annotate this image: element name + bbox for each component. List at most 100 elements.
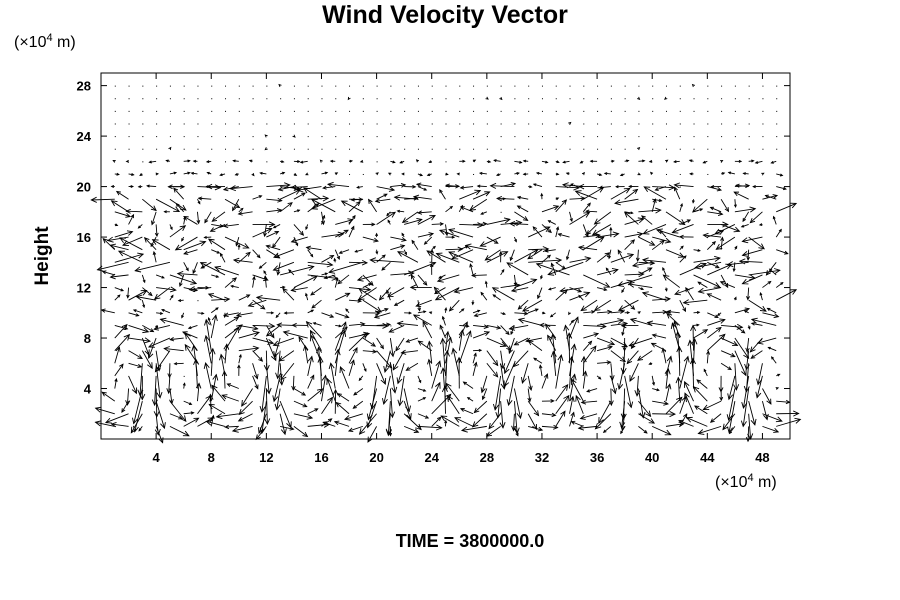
wind-vector [445, 172, 449, 176]
wind-vector [514, 278, 538, 288]
wind-vector [577, 424, 598, 431]
wind-vector [748, 159, 755, 163]
wind-vector [349, 85, 351, 87]
wind-vector [280, 185, 301, 191]
wind-vector [210, 414, 215, 427]
wind-vector [210, 314, 218, 339]
wind-vector [776, 202, 798, 213]
wind-vector [593, 211, 612, 225]
wind-vector [734, 85, 736, 87]
wind-vector [555, 354, 564, 389]
wind-vector [403, 388, 412, 413]
wind-vector [417, 215, 436, 225]
wind-vector [128, 337, 152, 344]
wind-vector [492, 294, 501, 301]
wind-vector [263, 350, 270, 372]
wind-vector [555, 394, 570, 415]
wind-vector [638, 267, 653, 276]
wind-vector [128, 110, 130, 112]
wind-vector [132, 309, 143, 314]
wind-vector [183, 98, 185, 100]
wind-vector [583, 98, 585, 100]
wind-vector [617, 249, 626, 263]
wind-vector [192, 159, 198, 163]
wind-vector [720, 224, 741, 233]
wind-vector [211, 274, 220, 278]
wind-vector [114, 324, 129, 331]
wind-vector [726, 388, 736, 422]
wind-vector [589, 159, 598, 163]
wind-vector [321, 110, 323, 112]
wind-vector [445, 161, 447, 163]
wind-vector [444, 307, 448, 313]
wind-vector [583, 332, 600, 339]
wind-vector [665, 383, 672, 402]
wind-vector [252, 221, 276, 228]
wind-vector [417, 148, 419, 150]
wind-vector [335, 148, 337, 150]
wind-vector [492, 375, 502, 411]
wind-vector [156, 98, 158, 100]
wind-vector [385, 401, 392, 436]
wind-vector [734, 183, 749, 188]
wind-vector [637, 350, 653, 361]
wind-vector [296, 186, 322, 193]
wind-vector [209, 347, 216, 376]
wind-vector [440, 415, 460, 427]
wind-vector [445, 98, 447, 100]
wind-vector [707, 136, 709, 138]
wind-vector [762, 425, 780, 433]
wind-vector [707, 263, 733, 276]
wind-vector [608, 388, 614, 407]
wind-vector [565, 172, 570, 176]
wind-vector [238, 400, 253, 416]
wind-vector [638, 110, 640, 112]
wind-vector [390, 183, 407, 188]
wind-vector [152, 250, 157, 263]
wind-vector [169, 400, 187, 423]
wind-vector [707, 85, 709, 87]
arrow-group [90, 83, 802, 444]
wind-vector [252, 123, 254, 125]
wind-vector [376, 193, 388, 200]
wind-vector [721, 148, 723, 150]
wind-vector [293, 192, 306, 200]
wind-vector [664, 287, 668, 292]
wind-vector [362, 98, 364, 100]
wind-vector [280, 110, 282, 112]
wind-vector [528, 85, 530, 87]
wind-vector [321, 255, 335, 263]
wind-vector [734, 245, 738, 250]
wind-vector [544, 249, 556, 253]
wind-vector [652, 400, 669, 406]
wind-vector [480, 211, 488, 215]
wind-vector [707, 123, 709, 125]
wind-vector [328, 362, 336, 389]
wind-vector [417, 413, 430, 419]
wind-vector [259, 401, 267, 435]
wind-vector [459, 189, 482, 200]
wind-vector [638, 123, 640, 125]
wind-vector [335, 324, 342, 328]
wind-vector [750, 317, 777, 326]
wind-vector [252, 375, 259, 390]
wind-vector [575, 394, 584, 414]
wind-vector [348, 321, 366, 327]
wind-vector [125, 159, 130, 163]
wind-vector [707, 110, 709, 112]
wind-vector [472, 331, 491, 339]
wind-vector [110, 185, 115, 189]
wind-vector [445, 123, 447, 125]
wind-vector [710, 184, 722, 189]
wind-vector [756, 363, 763, 386]
wind-vector [224, 424, 239, 430]
wind-vector [541, 254, 552, 263]
wind-vector [513, 274, 518, 287]
wind-vector [610, 253, 635, 263]
wind-vector [759, 291, 763, 301]
wind-vector [302, 187, 322, 200]
wind-vector [154, 350, 171, 373]
wind-vector [280, 123, 282, 125]
wind-vector [182, 331, 198, 339]
wind-vector [439, 324, 446, 339]
